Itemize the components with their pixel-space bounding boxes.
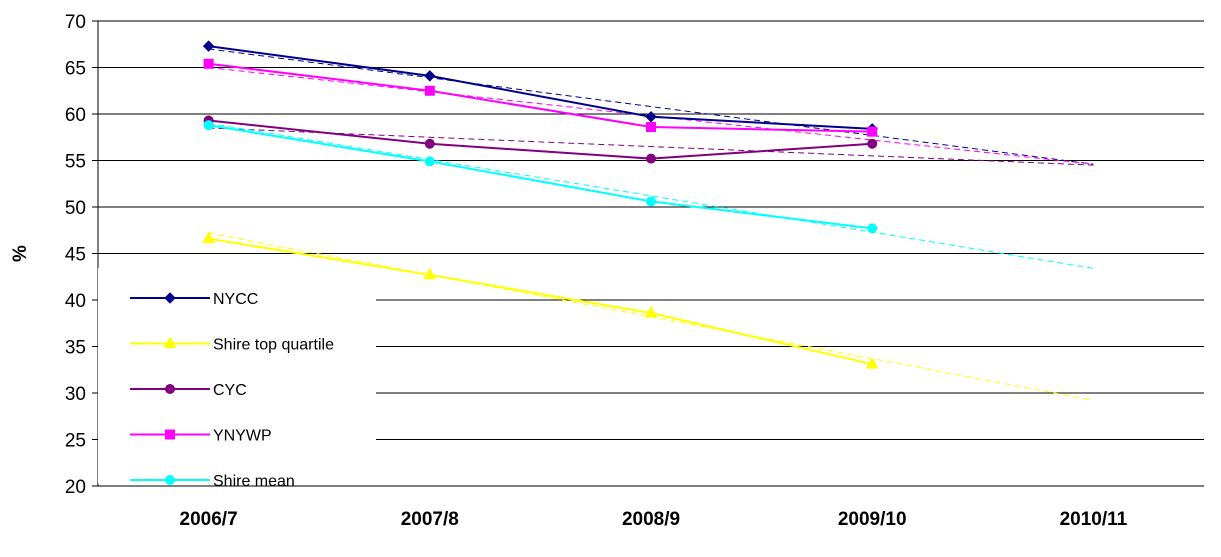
data-point-ynywp [867,126,878,137]
data-point-shire-mean [424,156,435,167]
y-tick-label: 65 [65,59,86,80]
data-point-cyc [424,138,435,149]
trendline-nycc [208,48,1094,165]
data-point-shire-mean [203,120,214,131]
x-tick-label: 2010/11 [1060,509,1128,530]
legend-marker [165,475,175,485]
data-point-cyc [867,138,878,149]
legend-item-ynywp: YNYWP [130,428,272,445]
legend-label: CYC [213,382,247,399]
y-tick-label: 70 [65,12,86,33]
legend-marker [163,336,177,348]
legend-item-shire-mean: Shire mean [130,473,295,490]
legend-background [98,268,376,484]
data-point-shire-top-quartile [865,357,879,369]
x-tick-label: 2009/10 [838,509,907,530]
x-tick-label: 2007/8 [401,509,459,530]
data-point-ynywp [646,122,656,133]
legend-item-nycc: NYCC [130,291,258,308]
legend-label: Shire mean [213,473,295,490]
y-tick-label: 20 [65,477,86,498]
series-line-shire-top-quartile [208,237,873,366]
y-tick-label: 60 [65,105,86,126]
data-point-ynywp [424,85,435,96]
y-axis-label: % [10,245,31,262]
x-tick-label: 2006/7 [180,509,238,530]
legend: NYCC Shire top quartile CYC YNYWP Shire mean [98,268,376,490]
data-point-shire-top-quartile [423,267,437,280]
series-line-cyc [208,119,873,160]
y-tick-label: 45 [65,245,86,266]
data-point-nycc [645,111,657,123]
legend-label: NYCC [213,291,258,308]
data-point-nycc [424,70,436,82]
legend-item-shire-top-quartile: Shire top quartile [130,336,334,354]
y-tick-label: 25 [65,431,86,452]
legend-label: Shire top quartile [213,337,334,354]
data-point-shire-mean [867,223,878,234]
data-point-cyc [646,153,656,164]
trendline-cyc [208,127,1094,166]
data-point-ynywp [203,58,214,69]
legend-marker [165,384,175,394]
data-point-shire-top-quartile [644,305,658,318]
y-tick-label: 55 [65,152,86,173]
y-tick-label: 35 [65,338,86,359]
data-point-nycc [202,40,215,52]
series-line-ynywp [208,62,873,133]
data-point-shire-mean [646,196,656,207]
y-tick-label: 30 [65,384,86,405]
legend-label: YNYWP [213,428,272,445]
series-lines [202,40,879,369]
legend-marker [165,429,175,440]
trendline-shire-mean [208,122,1094,269]
legend-marker [164,292,176,304]
series-line-nycc [208,45,873,130]
axes: 20 25 30 35 40 45 50 55 60 65 70 2006/7 2007/8 2008/9… [65,12,1128,530]
legend-item-cyc: CYC [130,382,247,399]
y-tick-label: 40 [65,291,86,312]
x-tick-label: 2008/9 [622,509,680,530]
data-point-shire-top-quartile [202,231,215,244]
series-line-shire-mean [208,124,873,230]
y-tick-label: 50 [65,198,86,219]
